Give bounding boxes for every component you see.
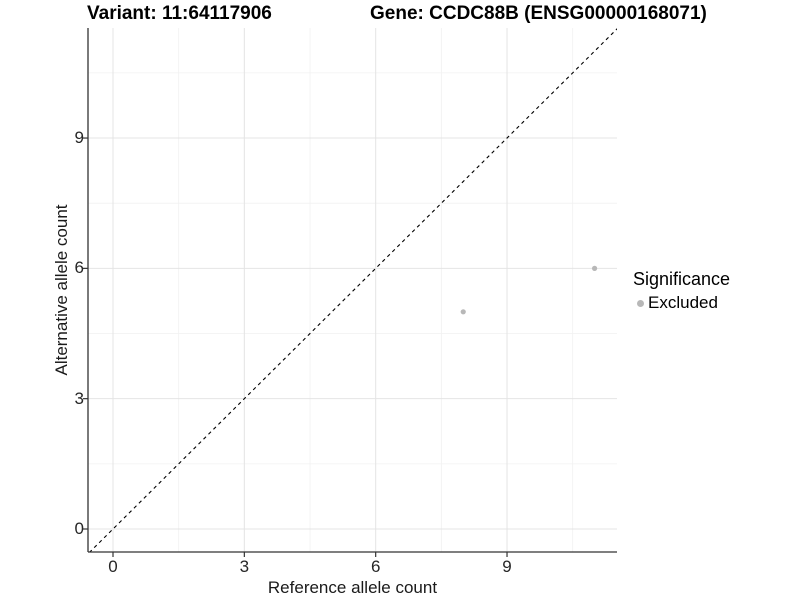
y-tick-label: 9 — [74, 128, 84, 148]
x-tick-label: 3 — [239, 557, 250, 576]
x-tick-label: 6 — [370, 557, 381, 576]
y-tick-label: 3 — [74, 388, 84, 408]
legend-entry-label: Excluded — [648, 293, 718, 312]
x-tick-label: 9 — [502, 557, 512, 576]
legend: Significance Excluded — [631, 269, 730, 313]
identity-diagonal-dashed-line — [89, 28, 617, 552]
data-point — [591, 265, 598, 271]
legend-title: Significance — [633, 269, 731, 289]
y-axis-title: Alternative allele count — [52, 204, 71, 376]
data-point — [460, 309, 466, 315]
plot-title-variant: Variant: 11:64117906 — [87, 3, 272, 24]
x-tick-label: 0 — [108, 557, 118, 576]
y-tick-label: 6 — [74, 258, 84, 278]
y-tick-label: 0 — [74, 519, 84, 538]
legend-entry-excluded: Excluded — [631, 293, 730, 313]
legend-key-dot-icon — [637, 299, 644, 307]
x-axis-title: Reference allele count — [267, 578, 438, 597]
plot-title-gene: Gene: CCDC88B (ENSG00000168071) — [370, 3, 707, 24]
